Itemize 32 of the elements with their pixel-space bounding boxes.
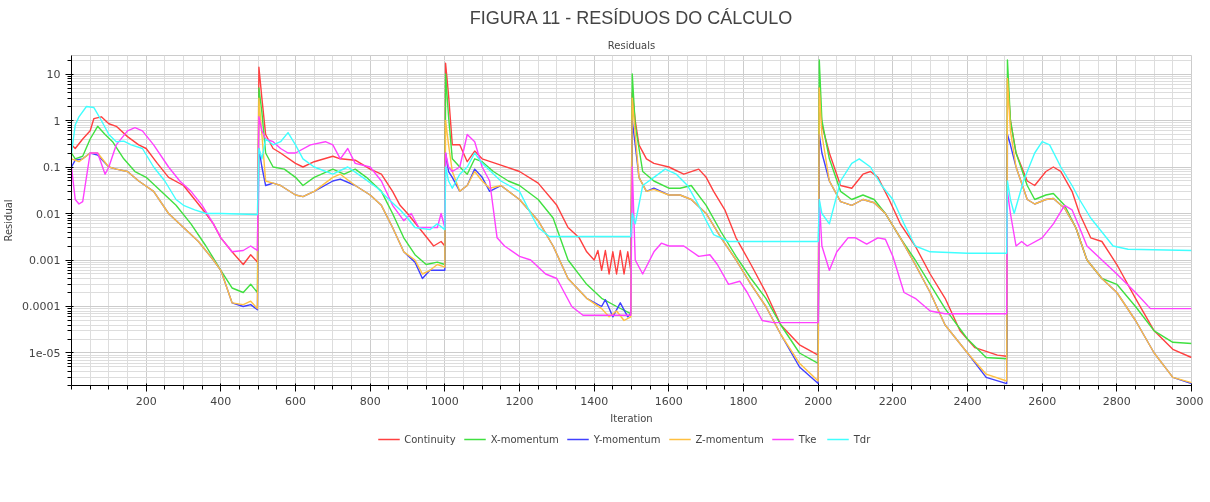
y-tick-label: 0.01 xyxy=(36,207,61,221)
x-tick-label: 2600 xyxy=(1028,394,1057,408)
x-tick-label: 600 xyxy=(285,394,306,408)
legend-label: Z-momentum xyxy=(695,433,764,445)
x-tick-label: 1600 xyxy=(654,394,683,408)
x-tick-label: 800 xyxy=(359,394,381,408)
y-tick-label: 10 xyxy=(46,68,61,81)
legend-label: Continuity xyxy=(404,433,456,445)
x-tick-label: 2200 xyxy=(878,394,907,408)
y-tick-label: 0.1 xyxy=(43,161,61,174)
y-tick-label: 1e-05 xyxy=(28,347,61,360)
legend-label: Y-momentum xyxy=(593,433,661,445)
x-tick-label: 1000 xyxy=(430,394,459,408)
legend-label: X-momentum xyxy=(490,433,559,445)
x-tick-label: 400 xyxy=(210,394,232,408)
x-axis-title: Iteration xyxy=(610,412,653,424)
x-tick-label: 200 xyxy=(135,394,157,408)
x-tick-label: 1800 xyxy=(729,394,758,408)
x-tick-label: 3000 xyxy=(1175,394,1204,408)
text: FIGURA 11 - RESÍDUOS DO CÁLCULO xyxy=(469,7,793,28)
y-tick-label: 1 xyxy=(53,114,61,128)
y-axis-title: Residual xyxy=(3,199,15,242)
x-tick-label: 2000 xyxy=(804,394,833,408)
legend-label: Tke xyxy=(798,433,818,445)
x-tick-label: 1200 xyxy=(505,394,534,408)
y-tick-label: 0.0001 xyxy=(22,300,61,314)
x-tick-label: 2800 xyxy=(1102,394,1131,408)
chart-title: Residuals xyxy=(607,39,656,51)
x-tick-label: 1400 xyxy=(580,394,609,408)
x-tick-label: 2400 xyxy=(953,394,982,408)
legend-label: Tdr xyxy=(853,433,872,445)
y-tick-label: 0.001 xyxy=(29,254,61,267)
